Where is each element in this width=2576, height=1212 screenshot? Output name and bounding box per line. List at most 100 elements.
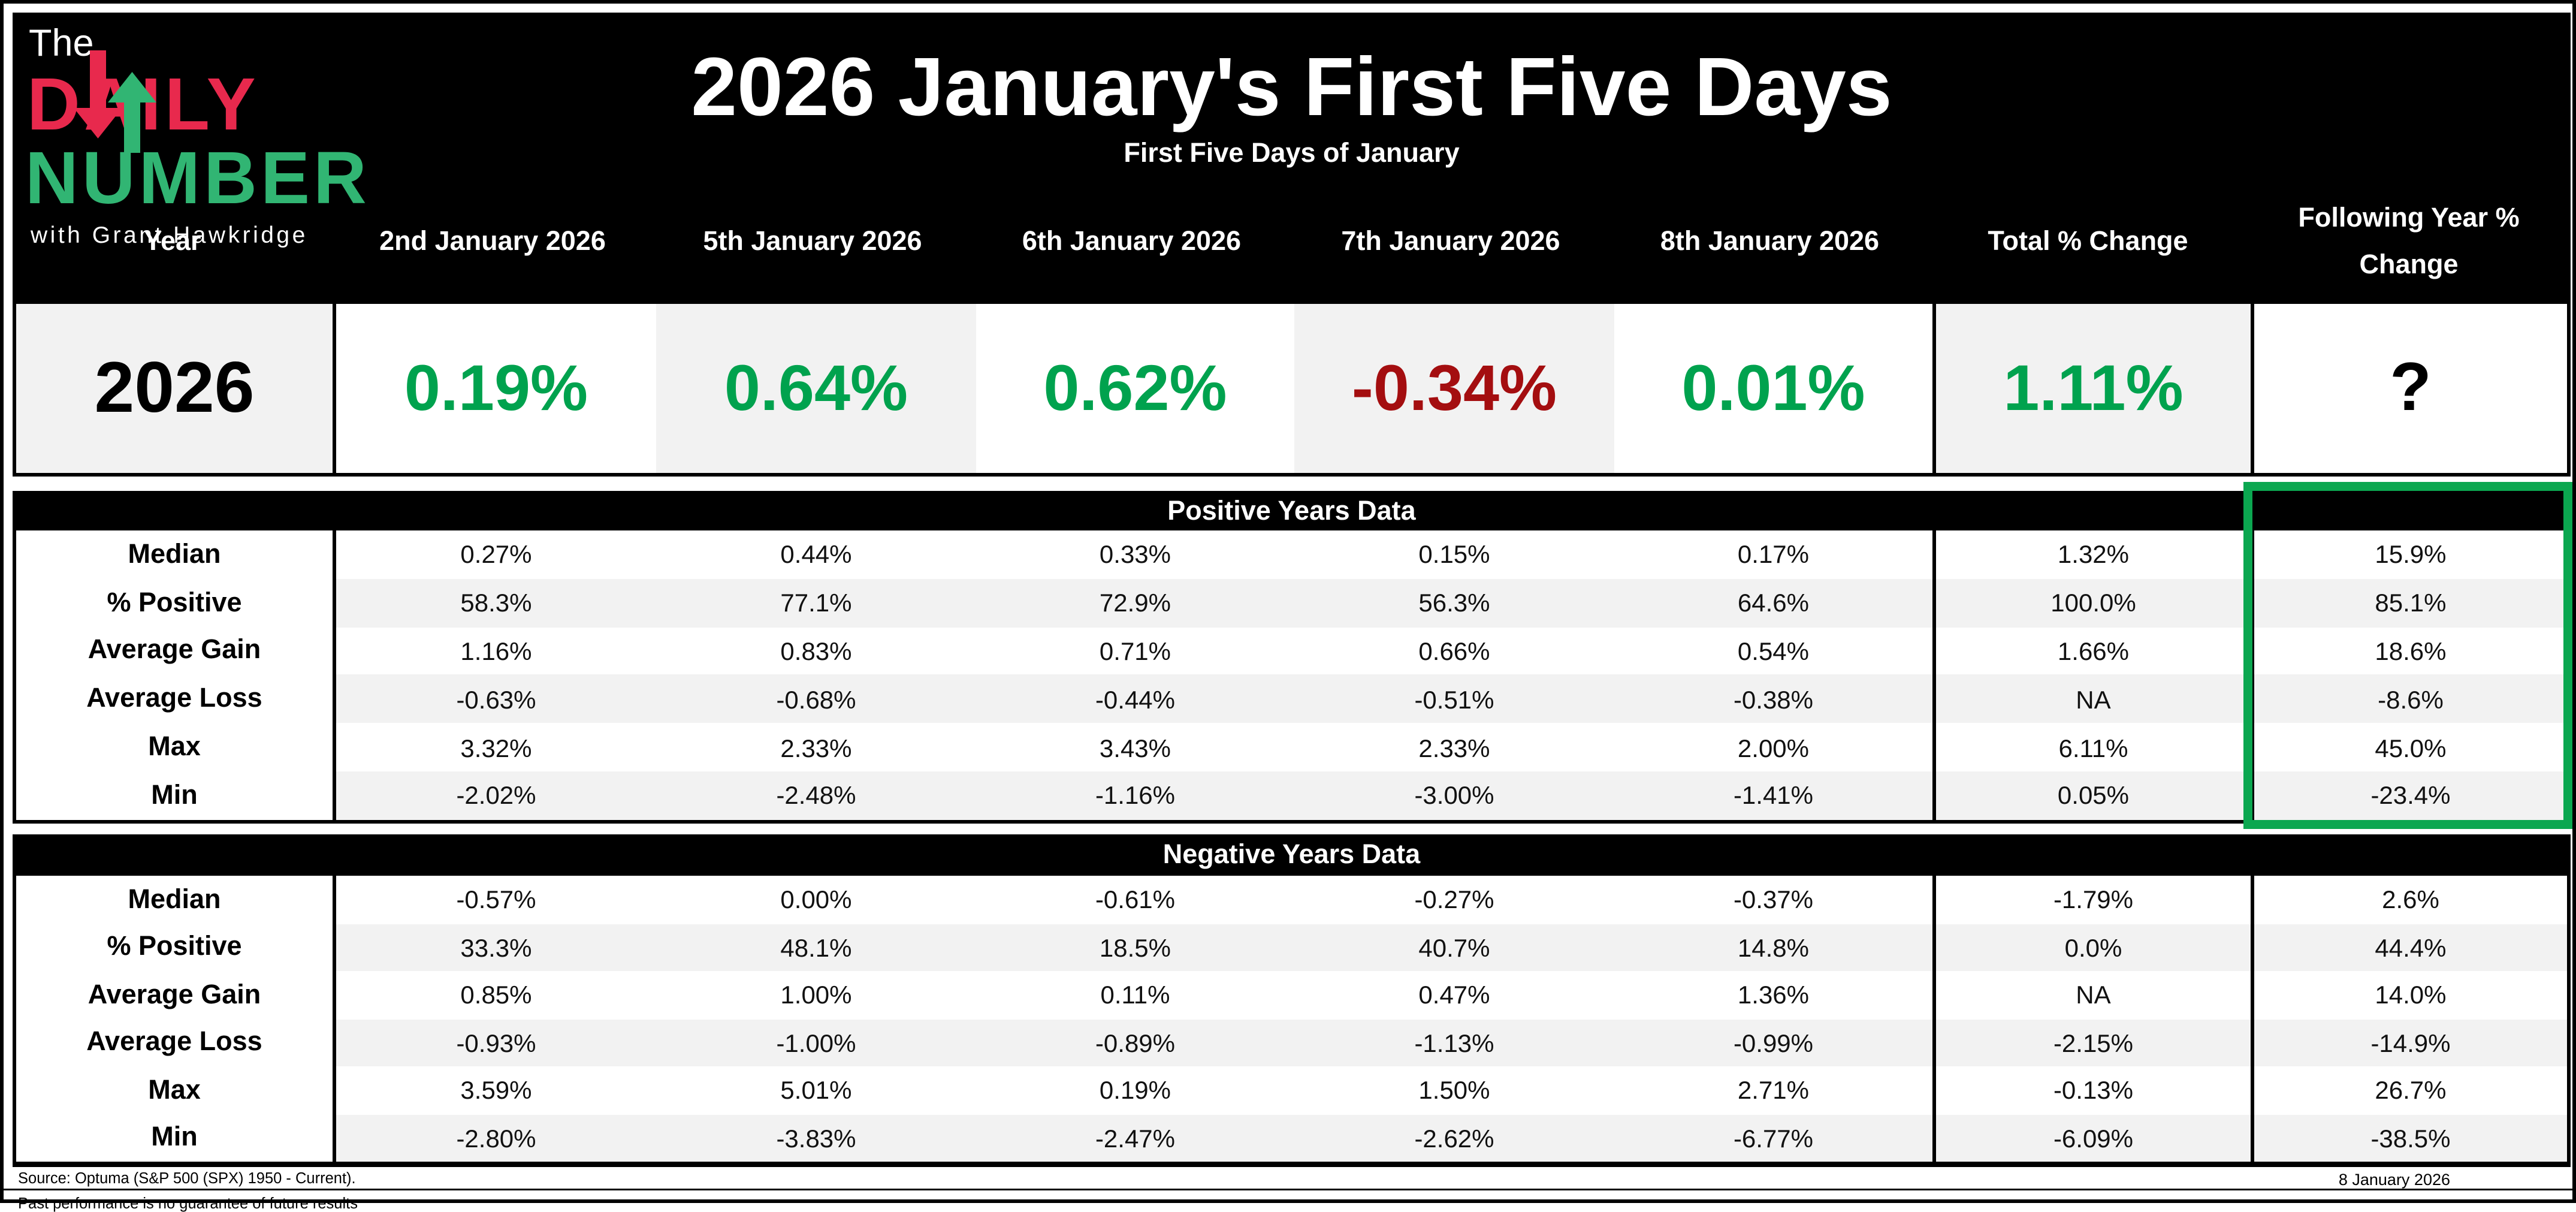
cell-value: 0.00%: [656, 876, 976, 924]
column-header-row: Year 2nd January 2026 5th January 2026 6…: [13, 183, 2571, 300]
cell-value: -3.83%: [656, 1114, 976, 1162]
cell-value: -0.68%: [656, 675, 976, 723]
footer-disclaimer: Past performance is no guarantee of futu…: [18, 1194, 358, 1212]
cell-7th-jan-2026: -0.34%: [1294, 304, 1614, 473]
cell-following-year-unknown: ?: [2251, 304, 2567, 473]
cell-5th-jan-2026: 0.64%: [656, 304, 976, 473]
cell-value: -2.47%: [976, 1114, 1294, 1162]
column-header-following-year: Following Year % Change: [2298, 203, 2520, 280]
column-header-2nd-jan: 2nd January 2026: [379, 226, 606, 257]
cell-value: 0.15%: [1294, 530, 1614, 579]
cell-value: -0.51%: [1294, 675, 1614, 723]
row-label: Min: [16, 1114, 336, 1162]
cell-value: -0.61%: [976, 876, 1294, 924]
row-label: Median: [16, 530, 336, 579]
cell-value: -0.63%: [336, 675, 656, 723]
cell-value: 1.32%: [1932, 530, 2251, 579]
cell-value: 0.47%: [1294, 971, 1614, 1019]
cell-value: -0.99%: [1614, 1018, 1932, 1066]
cell-value: 18.5%: [976, 923, 1294, 971]
cell-value: 2.00%: [1614, 723, 1932, 771]
cell-value: -0.93%: [336, 1018, 656, 1066]
negative-section-header: Negative Years Data: [13, 834, 2571, 876]
cell-value: 44.4%: [2251, 923, 2567, 971]
negative-years-table: Median -0.57% 0.00% -0.61% -0.27% -0.37%…: [13, 876, 2571, 1167]
cell-6th-jan-2026: 0.62%: [976, 304, 1294, 473]
footer-divider: [4, 1189, 2572, 1190]
cell-value: 26.7%: [2251, 1066, 2567, 1114]
daily-number-logo: The DAILY NUMBER with Grant Hawkridge: [18, 18, 422, 291]
column-header-6th-jan: 6th January 2026: [1022, 226, 1242, 257]
cell-value: 0.44%: [656, 530, 976, 579]
table-row: Max 3.59% 5.01% 0.19% 1.50% 2.71% -0.13%…: [16, 1066, 2567, 1114]
cell-value: 100.0%: [1932, 578, 2251, 627]
cell-value: 18.6%: [2251, 626, 2567, 676]
footer-date: 8 January 2026: [2338, 1171, 2450, 1189]
cell-value: 1.36%: [1614, 971, 1932, 1019]
cell-value: 0.66%: [1294, 626, 1614, 676]
page-subtitle: First Five Days of January: [1124, 138, 1460, 169]
logo-daily: DAILY: [27, 63, 259, 146]
cell-value: -8.6%: [2251, 675, 2567, 723]
table-row: % Positive 58.3% 77.1% 72.9% 56.3% 64.6%…: [16, 578, 2567, 627]
cell-value: -1.00%: [656, 1018, 976, 1066]
column-header-year: Year: [144, 226, 201, 257]
cell-8th-jan-2026: 0.01%: [1614, 304, 1932, 473]
cell-value: -6.09%: [1932, 1114, 2251, 1162]
cell-value: 33.3%: [336, 923, 656, 971]
row-label: Average Loss: [16, 675, 336, 723]
table-row: % Positive 33.3% 48.1% 18.5% 40.7% 14.8%…: [16, 923, 2567, 971]
page-title: 2026 January's First Five Days: [691, 40, 1892, 133]
cell-value: 2.6%: [2251, 876, 2567, 924]
row-label: Average Gain: [16, 971, 336, 1019]
header-panel: The DAILY NUMBER with Grant Hawkridge 20…: [13, 13, 2571, 300]
cell-value: 48.1%: [656, 923, 976, 971]
table-row: Min -2.02% -2.48% -1.16% -3.00% -1.41% 0…: [16, 771, 2567, 820]
row-label: Median: [16, 876, 336, 924]
cell-value: NA: [1932, 971, 2251, 1019]
cell-value: 0.54%: [1614, 626, 1932, 676]
table-row: Median -0.57% 0.00% -0.61% -0.27% -0.37%…: [16, 876, 2567, 924]
table-row: Average Gain 1.16% 0.83% 0.71% 0.66% 0.5…: [16, 626, 2567, 676]
cell-value: 15.9%: [2251, 530, 2567, 579]
cell-value: 45.0%: [2251, 723, 2567, 771]
cell-value: 0.17%: [1614, 530, 1932, 579]
cell-value: -2.15%: [1932, 1018, 2251, 1066]
cell-value: -2.48%: [656, 771, 976, 820]
cell-value: 0.11%: [976, 971, 1294, 1019]
cell-value: -1.79%: [1932, 876, 2251, 924]
cell-value: -0.27%: [1294, 876, 1614, 924]
cell-value: 64.6%: [1614, 578, 1932, 627]
row-label: Average Loss: [16, 1018, 336, 1066]
cell-value: -1.13%: [1294, 1018, 1614, 1066]
row-label: Max: [16, 1066, 336, 1114]
cell-value: 85.1%: [2251, 578, 2567, 627]
cell-value: 0.27%: [336, 530, 656, 579]
cell-value: 6.11%: [1932, 723, 2251, 771]
cell-value: 0.33%: [976, 530, 1294, 579]
cell-value: 0.85%: [336, 971, 656, 1019]
row-label: Max: [16, 723, 336, 771]
cell-value: 2.33%: [656, 723, 976, 771]
cell-value: 5.01%: [656, 1066, 976, 1114]
cell-value: -2.80%: [336, 1114, 656, 1162]
row-label: % Positive: [16, 578, 336, 627]
up-down-arrows-icon: [74, 50, 156, 153]
cell-value: 0.83%: [656, 626, 976, 676]
current-year-row: 2026 0.19% 0.64% 0.62% -0.34% 0.01% 1.11…: [13, 300, 2571, 477]
logo-the: The: [29, 23, 94, 65]
cell-total-change: 1.11%: [1932, 304, 2251, 473]
positive-section-header: Positive Years Data: [13, 491, 2571, 530]
cell-value: -2.62%: [1294, 1114, 1614, 1162]
column-header-7th-jan: 7th January 2026: [1341, 226, 1560, 257]
cell-value: -0.89%: [976, 1018, 1294, 1066]
cell-value: -6.77%: [1614, 1114, 1932, 1162]
row-label: Min: [16, 771, 336, 820]
cell-value: -14.9%: [2251, 1018, 2567, 1066]
table-row: Min -2.80% -3.83% -2.47% -2.62% -6.77% -…: [16, 1114, 2567, 1162]
cell-value: 2.33%: [1294, 723, 1614, 771]
cell-value: -0.38%: [1614, 675, 1932, 723]
cell-value: 1.16%: [336, 626, 656, 676]
cell-value: -1.16%: [976, 771, 1294, 820]
cell-value: NA: [1932, 675, 2251, 723]
